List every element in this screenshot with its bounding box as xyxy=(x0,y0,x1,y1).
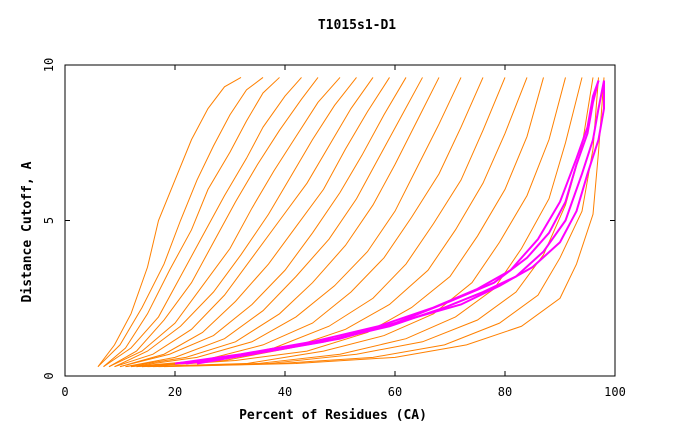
series-line-6 xyxy=(114,77,357,368)
series-layer xyxy=(97,77,605,368)
series-line-2 xyxy=(103,77,280,368)
series-line-19 xyxy=(152,77,594,368)
series-line-13 xyxy=(130,77,484,368)
series-line-11 xyxy=(125,77,440,368)
series-line-8 xyxy=(119,77,390,368)
x-tick-label-3: 60 xyxy=(388,385,402,399)
series-line-25 xyxy=(180,80,600,365)
series-line-3 xyxy=(103,77,302,368)
series-line-9 xyxy=(119,77,407,368)
x-tick-label-4: 80 xyxy=(498,385,512,399)
series-line-4 xyxy=(108,77,319,368)
series-line-10 xyxy=(125,77,423,368)
y-tick-label-0: 0 xyxy=(42,372,56,379)
series-line-7 xyxy=(114,77,374,368)
y-tick-label-1: 5 xyxy=(42,217,56,224)
series-line-1 xyxy=(97,77,264,368)
x-axis-label: Percent of Residues (CA) xyxy=(239,408,427,423)
series-line-20 xyxy=(158,77,599,368)
chart-title: T1015s1-D1 xyxy=(318,18,396,33)
x-tick-label-0: 0 xyxy=(61,385,68,399)
series-line-21 xyxy=(163,77,605,368)
x-tick-label-2: 40 xyxy=(278,385,292,399)
x-tick-label-1: 20 xyxy=(168,385,182,399)
y-axis-ticks: 0 5 10 xyxy=(42,58,615,380)
x-axis-ticks: 0 20 40 60 80 100 xyxy=(61,65,626,399)
series-line-0 xyxy=(97,77,242,367)
series-line-18 xyxy=(147,77,583,368)
y-axis-label: Distance Cutoff, A xyxy=(20,161,35,302)
series-line-5 xyxy=(108,77,341,368)
series-line-12 xyxy=(130,77,462,368)
series-line-17 xyxy=(141,77,566,368)
series-line-14 xyxy=(136,77,506,368)
x-tick-label-5: 100 xyxy=(604,385,626,399)
series-line-16 xyxy=(141,77,544,368)
series-line-24 xyxy=(196,80,605,365)
y-tick-label-2: 10 xyxy=(42,58,56,72)
